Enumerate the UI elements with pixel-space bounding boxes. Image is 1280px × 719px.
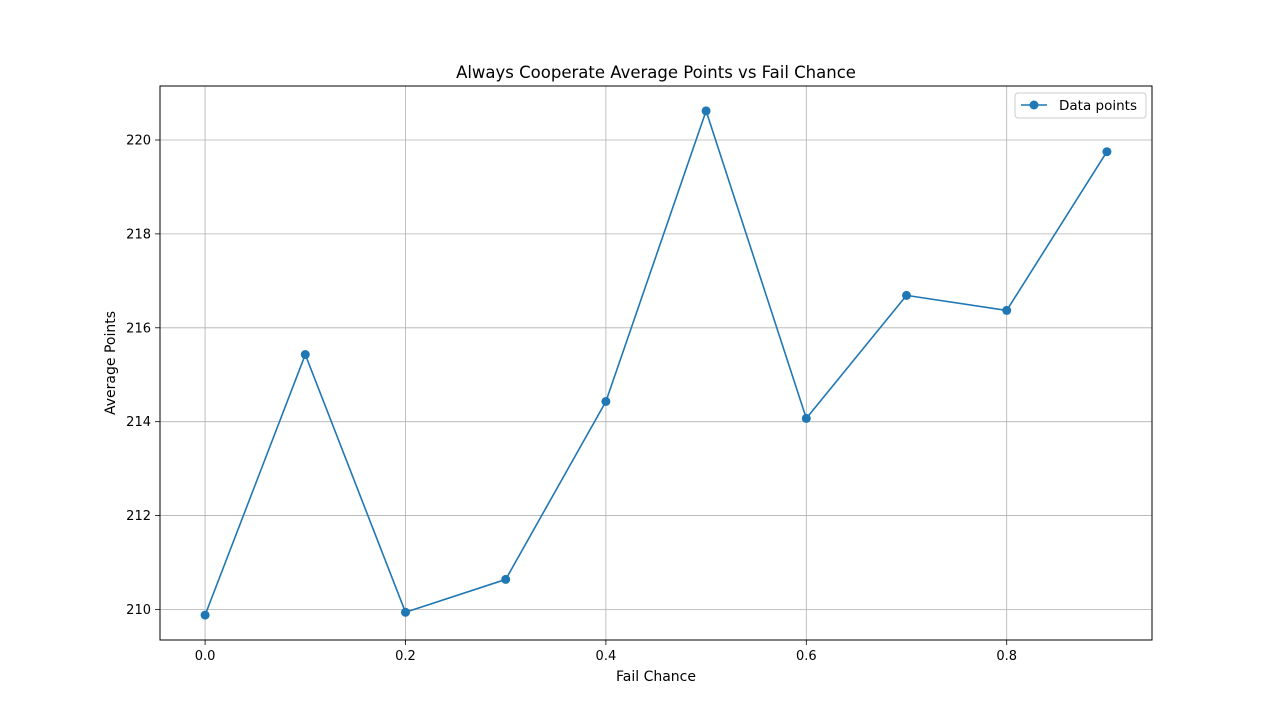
y-tick-label: 214 <box>126 415 151 430</box>
y-tick-label: 210 <box>126 603 151 618</box>
y-tick-label: 216 <box>126 321 151 336</box>
x-tick-label: 0.2 <box>395 649 416 664</box>
axis-ticks: 0.0 0.2 0.4 0.6 0.8 210 212 214 216 218 220 <box>126 133 1017 664</box>
series-markers <box>200 106 1112 620</box>
data-point <box>200 610 210 620</box>
legend-label: Data points <box>1059 98 1137 114</box>
plot-frame <box>159 85 1153 641</box>
x-tick-label: 0.6 <box>796 649 817 664</box>
x-axis-label: Fail Chance <box>616 669 696 685</box>
grid <box>160 86 1152 640</box>
data-point <box>701 106 711 116</box>
data-point <box>902 290 912 300</box>
y-tick-label: 212 <box>126 509 151 524</box>
chart-title: Always Cooperate Average Points vs Fail … <box>456 63 856 82</box>
series-line <box>204 110 1108 616</box>
data-point <box>1102 147 1112 157</box>
legend-box <box>1014 92 1147 119</box>
y-axis-label: Average Points <box>103 311 119 415</box>
legend-marker <box>1029 100 1039 110</box>
x-tick-label: 0.0 <box>195 649 216 664</box>
data-point <box>300 350 310 360</box>
x-tick-label: 0.8 <box>996 649 1017 664</box>
data-point <box>1002 305 1012 315</box>
data-point <box>601 396 611 406</box>
data-point <box>801 413 811 423</box>
y-tick-label: 218 <box>126 227 151 242</box>
series-lines <box>204 110 1108 616</box>
x-tick-label: 0.4 <box>596 649 617 664</box>
data-point <box>501 574 511 584</box>
legend: Data points <box>1014 92 1147 119</box>
y-tick-label: 220 <box>126 133 151 148</box>
data-point <box>400 607 410 617</box>
